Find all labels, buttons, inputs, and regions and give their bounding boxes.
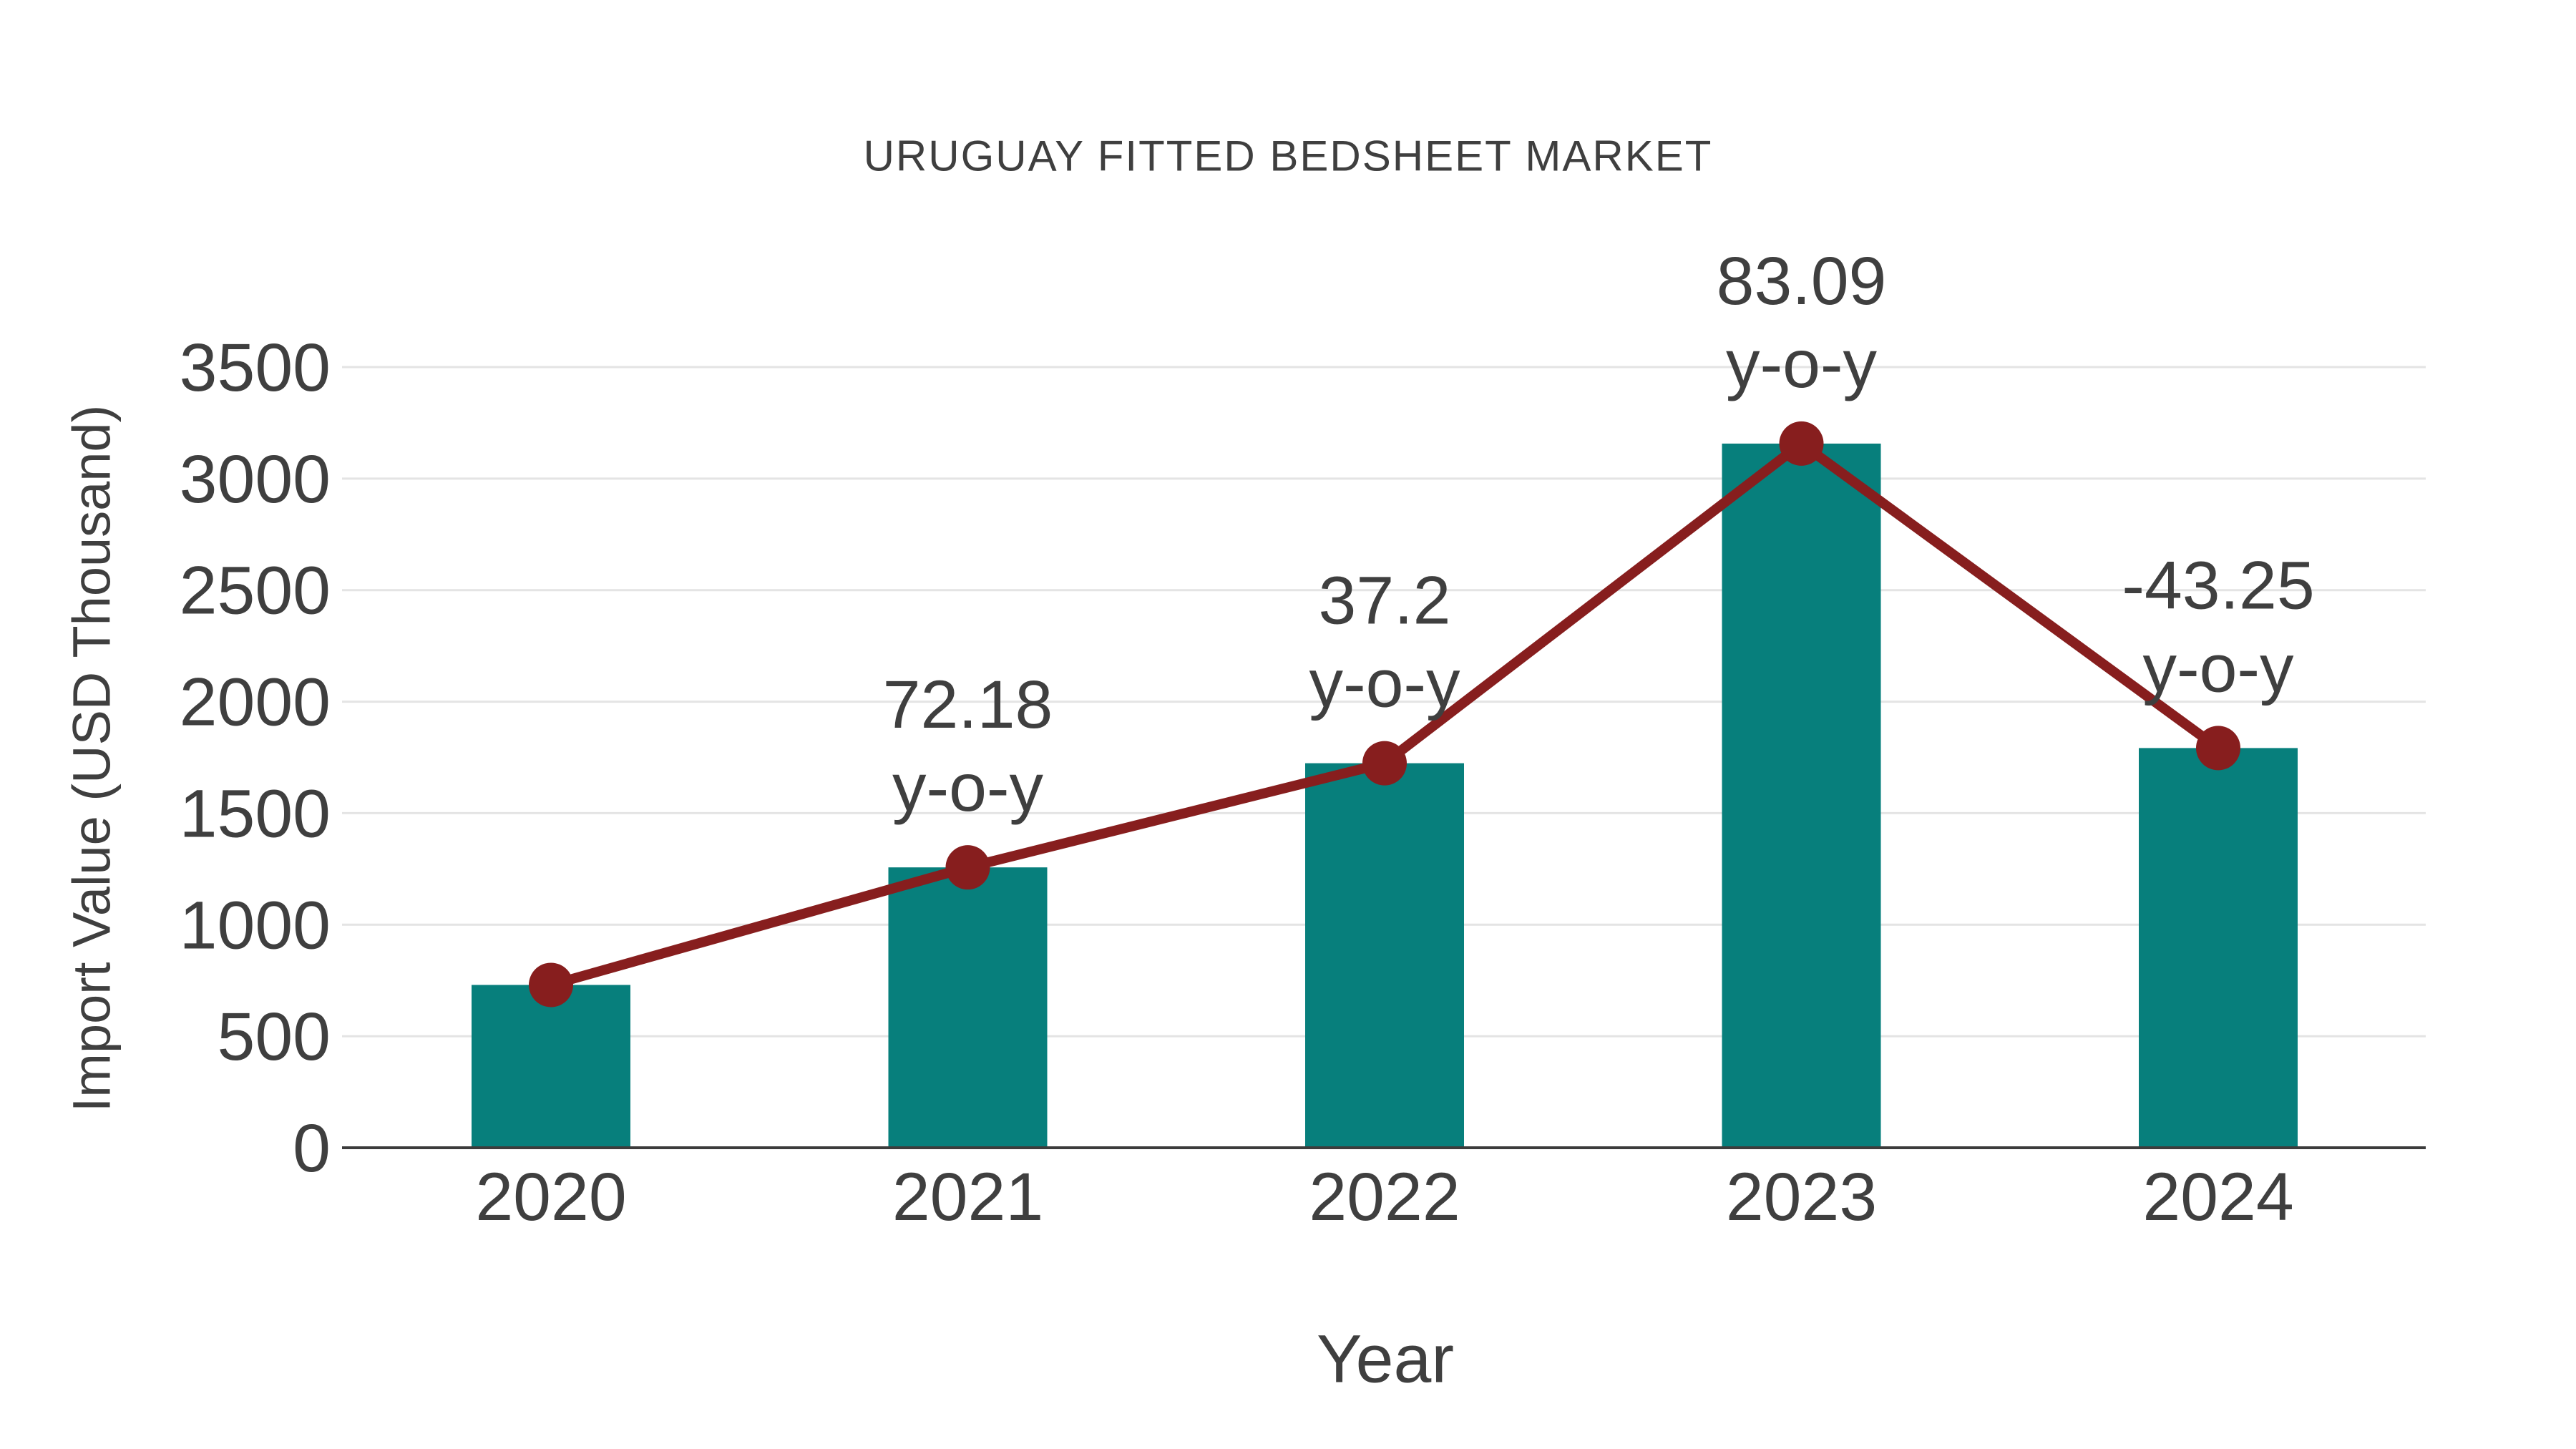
bar-2023 [1722,443,1881,1148]
x-tick-label-2022: 2022 [1309,1159,1460,1235]
y-tick-label-1000: 1000 [180,887,331,963]
yoy-value-label-2021: 72.18 [883,667,1053,743]
bar-2022 [1305,763,1464,1148]
yoy-suffix-label-2023: y-o-y [1726,326,1878,402]
x-tick-label-2023: 2023 [1726,1159,1877,1235]
y-tick-label-500: 500 [217,999,331,1075]
y-tick-label-2500: 2500 [180,553,331,629]
y-tick-label-0: 0 [293,1111,331,1186]
data-point-2021 [945,845,990,890]
data-point-2023 [1779,421,1824,466]
x-tick-label-2024: 2024 [2142,1159,2293,1235]
bar-2021 [888,867,1048,1148]
yoy-suffix-label-2022: y-o-y [1309,646,1460,722]
data-point-2022 [1362,741,1407,786]
x-tick-label-2020: 2020 [475,1159,626,1235]
y-tick-label-3500: 3500 [180,330,331,406]
chart-title: URUGUAY FITTED BEDSHEET MARKET [863,132,1713,180]
x-axis-title: Year [1317,1321,1454,1397]
yoy-suffix-label-2024: y-o-y [2142,630,2294,706]
bar-2024 [2139,748,2298,1148]
yoy-suffix-label-2021: y-o-y [892,750,1044,826]
data-point-2020 [529,962,573,1008]
bar-2020 [472,985,630,1148]
y-tick-label-2000: 2000 [180,665,331,741]
x-tick-label-2021: 2021 [892,1159,1043,1235]
yoy-value-label-2023: 83.09 [1717,243,1887,319]
data-point-2024 [2196,726,2240,771]
yoy-value-label-2022: 37.2 [1319,563,1451,639]
y-tick-label-1500: 1500 [180,776,331,852]
y-tick-label-3000: 3000 [180,441,331,517]
yoy-value-label-2024: -43.25 [2122,547,2314,623]
